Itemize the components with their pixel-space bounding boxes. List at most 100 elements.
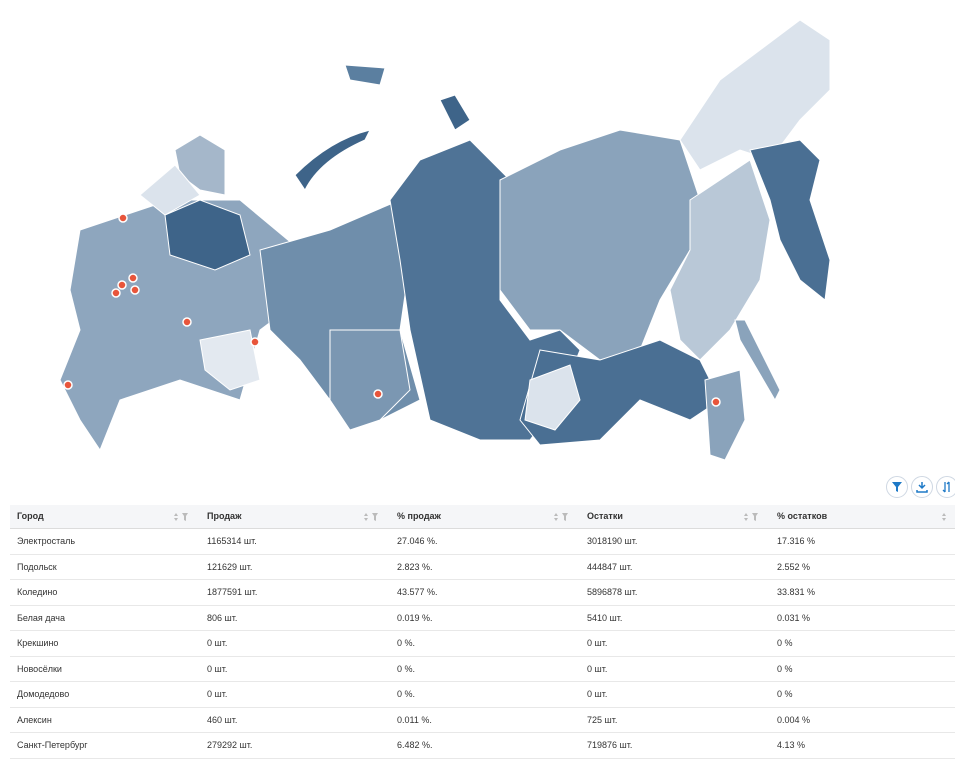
table-cell: 0.011 %.: [397, 714, 432, 725]
header-row: Город Продаж % продаж Остатки % остатков: [10, 505, 955, 529]
table-cell: Белая дача: [17, 612, 65, 623]
city-marker: [373, 389, 383, 399]
table-cell: 0 %: [777, 689, 793, 699]
city-marker: [128, 273, 138, 283]
table-row[interactable]: Алексин 460 шт. 0.011 %. 725 шт. 0.004 %: [10, 708, 955, 733]
table-cell: Новосёлки: [17, 663, 62, 674]
table-cell: 5896878 шт.: [587, 587, 638, 597]
city-marker: [117, 280, 127, 290]
column-header[interactable]: % продаж: [397, 511, 441, 521]
table-cell: 0 %: [777, 663, 793, 674]
region: [199, 329, 261, 391]
table-cell: 0 шт.: [207, 689, 228, 699]
column-header[interactable]: % остатков: [777, 511, 828, 521]
city-marker: [250, 337, 260, 347]
sort-filter-icon[interactable]: [362, 512, 380, 522]
table-cell: 17.316 %: [777, 536, 816, 546]
table-row[interactable]: Санкт-Петербург 279292 шт. 6.482 %. 719876 …: [10, 733, 955, 759]
filter-button[interactable]: [886, 476, 908, 498]
table-cell: 0 %: [777, 638, 793, 648]
table-cell: 719876 шт.: [587, 740, 633, 750]
table-row[interactable]: Новосёлки 0 шт. 0 %. 0 шт. 0 %: [10, 657, 955, 682]
table-cell: 2.552 %: [777, 561, 811, 572]
region: [329, 329, 411, 431]
table-cell: 0.019 %.: [397, 612, 433, 623]
table-cell: Коледино: [17, 587, 58, 597]
export-button[interactable]: [911, 476, 933, 498]
region: [734, 319, 781, 402]
table-cell: 279292 шт.: [207, 740, 253, 750]
table-row[interactable]: Белая дача 806 шт. 0.019 %. 5410 шт. 0.031 %: [10, 606, 955, 631]
region: [679, 19, 831, 171]
filter-icon: [892, 482, 902, 492]
table-row[interactable]: Подольск 121629 шт. 2.823 %. 444847 шт. 2.55…: [10, 555, 955, 580]
table-row[interactable]: Домодедово 0 шт. 0 %. 0 шт. 0 %: [10, 682, 955, 708]
table-cell: 806 шт.: [207, 612, 238, 623]
region: [499, 129, 701, 361]
table-cell: 43.577 %.: [397, 587, 438, 597]
map: [59, 19, 831, 461]
region: [294, 129, 371, 191]
column-header[interactable]: Продаж: [207, 511, 242, 521]
region: [344, 64, 386, 86]
sort-filter-icon[interactable]: [172, 512, 190, 522]
city-marker: [130, 285, 140, 295]
region: [164, 199, 251, 271]
city-marker: [111, 288, 121, 298]
table-cell: 0 %.: [397, 663, 416, 674]
table-cell: 0 %.: [397, 689, 416, 699]
table-cell: 27.046 %.: [397, 536, 438, 546]
sort-button[interactable]: [936, 476, 955, 498]
table-cell: 0 шт.: [587, 638, 608, 648]
table-cell: Электросталь: [17, 536, 76, 546]
sort-filter-icon[interactable]: [940, 512, 955, 522]
sort-filter-icon[interactable]: [742, 512, 760, 522]
regions: [59, 19, 831, 461]
region: [389, 139, 581, 441]
table-cell: 0 %.: [397, 638, 416, 648]
table-row[interactable]: Электросталь 1165314 шт. 27.046 %. 3018190 …: [10, 529, 955, 555]
sort-filter-icon[interactable]: [552, 512, 570, 522]
table-cell: 0 шт.: [587, 689, 608, 699]
table-cell: Подольск: [17, 561, 57, 572]
table-cell: 444847 шт.: [587, 561, 633, 572]
column-header[interactable]: Город: [17, 511, 44, 521]
sort-icon: [942, 481, 950, 493]
table-cell: 1877591 шт.: [207, 587, 258, 597]
city-marker: [63, 380, 73, 390]
table-cell: 33.831 %: [777, 587, 816, 597]
table-cell: Домодедово: [17, 689, 70, 699]
region: [749, 139, 831, 301]
table-cell: 121629 шт.: [207, 561, 253, 572]
table-cell: 4.13 %: [777, 740, 806, 750]
city-marker: [182, 317, 192, 327]
table-row[interactable]: Коледино 1877591 шт. 43.577 %. 5896878 шт. 3…: [10, 580, 955, 606]
region: [669, 159, 771, 361]
table-cell: Алексин: [17, 714, 52, 725]
table-cell: 0 шт.: [207, 638, 228, 648]
region: [524, 364, 581, 431]
region: [439, 94, 471, 131]
city-marker: [711, 397, 721, 407]
table-cell: 5410 шт.: [587, 612, 623, 623]
city-markers: [63, 213, 721, 407]
table-cell: 460 шт.: [207, 714, 238, 725]
column-header[interactable]: Остатки: [587, 511, 623, 521]
city-marker: [118, 213, 128, 223]
table-row[interactable]: Крекшино 0 шт. 0 %. 0 шт. 0 %: [10, 631, 955, 657]
table-cell: 1165314 шт.: [207, 536, 257, 546]
table-cell: 0 шт.: [207, 663, 228, 674]
table-cell: 6.482 %.: [397, 740, 433, 750]
table-cell: 725 шт.: [587, 714, 618, 725]
table-cell: 2.823 %.: [397, 561, 433, 572]
data-table: Город Продаж % продаж Остатки % остатков Элек…: [10, 505, 955, 759]
export-icon: [916, 482, 928, 493]
region: [59, 199, 301, 452]
table-cell: 3018190 шт.: [587, 536, 638, 546]
table-cell: 0.004 %: [777, 714, 811, 725]
table-cell: 0.031 %: [777, 612, 811, 623]
region: [704, 369, 746, 461]
table-cell: 0 шт.: [587, 663, 608, 674]
region: [139, 164, 201, 216]
